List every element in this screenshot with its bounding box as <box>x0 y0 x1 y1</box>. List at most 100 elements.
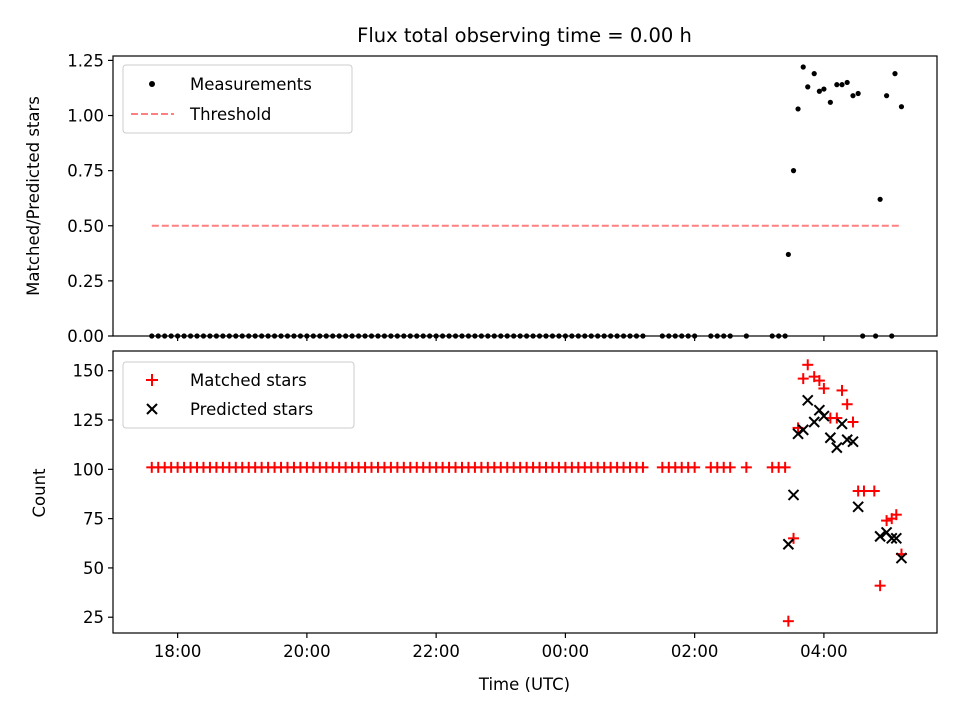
measurements-point-4 <box>805 84 811 90</box>
matched-stars-point-19 <box>890 509 902 521</box>
measurements-point-8 <box>827 99 833 105</box>
y-tick-label-1-5: 150 <box>73 362 105 381</box>
predicted-stars-point-10 <box>836 418 848 430</box>
chart-title: Flux total observing time = 0.00 h <box>357 24 692 47</box>
predicted-stars-point-14 <box>874 530 886 543</box>
predicted-stars-point-0 <box>782 538 795 550</box>
y-tick-label-0-1: 0.25 <box>67 272 104 291</box>
predicted-stars-point-12-b <box>847 436 859 448</box>
bottom-legend-box <box>122 361 355 429</box>
legend-predicted-marker <box>146 403 158 415</box>
predicted-stars-point-4 <box>802 394 814 407</box>
predicted-stars-point-16-b <box>886 532 898 545</box>
matched-stars-flat-point-82 <box>689 461 701 473</box>
predicted-stars-point-5-b <box>808 416 820 428</box>
x-axis-label: Time (UTC) <box>478 675 570 694</box>
measurements-point-16 <box>892 71 898 77</box>
bottom-panel-marks <box>146 359 908 627</box>
x-tick-label-2: 22:00 <box>412 642 460 661</box>
matched-stars-flat-point-90 <box>779 461 791 473</box>
predicted-stars-point-18-b <box>895 552 908 564</box>
predicted-stars-point-8 <box>824 432 837 444</box>
measurements-point-17 <box>898 104 905 110</box>
predicted-stars-point-7-b <box>818 410 830 422</box>
measurements-point-0 <box>785 251 791 258</box>
predicted-stars-point-15-b <box>880 526 893 539</box>
bottom-panel-y-ticks: 25 50 75 100 125 150 <box>73 362 113 627</box>
measurements-point-7 <box>821 86 827 92</box>
predicted-stars-point-14-b <box>874 530 886 543</box>
measurements-point-15 <box>883 93 890 99</box>
x-tick-label-0: 18:00 <box>154 642 202 661</box>
predicted-stars-series <box>782 394 908 564</box>
top-panel-x-ticks <box>177 336 825 341</box>
top-legend: Measurements Threshold <box>122 64 353 134</box>
predicted-stars-point-9-b <box>831 441 843 454</box>
legend-measurements-marker <box>149 81 155 87</box>
y-tick-label-1-2: 75 <box>83 510 104 529</box>
predicted-stars-point-0-b <box>782 538 795 550</box>
top-y-axis-label: Matched/Predicted stars <box>24 96 43 296</box>
x-tick-label-1: 20:00 <box>283 642 331 661</box>
bottom-panel: 25 50 75 100 125 150 18:00 20:00 22:00 00:00 02:0… <box>30 350 938 694</box>
legend-measurements-label: Measurements <box>190 75 312 94</box>
matched-stars-flat-point-87 <box>740 461 752 473</box>
matched-stars-point-0 <box>782 615 794 627</box>
y-tick-label-1-1: 50 <box>83 559 104 578</box>
x-tick-label-4: 02:00 <box>671 642 719 661</box>
predicted-stars-point-17 <box>890 532 902 545</box>
measurements-point-1 <box>790 168 797 174</box>
bottom-y-axis-label: Count <box>30 468 49 518</box>
matched-stars-point-15 <box>868 485 880 497</box>
measurements-point-6 <box>816 88 822 94</box>
matched-stars-point-16 <box>874 580 886 592</box>
matched-stars-point-9 <box>831 412 843 424</box>
predicted-stars-point-13-b <box>852 501 864 513</box>
predicted-stars-point-8-b <box>824 432 837 444</box>
y-tick-label-1-4: 125 <box>73 411 105 430</box>
legend-matched-label: Matched stars <box>190 371 307 390</box>
bottom-panel-frame <box>112 350 938 634</box>
legend-matched-marker <box>146 374 158 386</box>
x-tick-label-3: 00:00 <box>542 642 590 661</box>
top-panel-y-ticks: 0.00 0.25 0.50 0.75 1.00 1.25 <box>67 51 113 346</box>
matched-stars-point-1 <box>788 532 800 544</box>
predicted-stars-point-10-b <box>836 418 848 430</box>
measurements-point-9 <box>834 82 840 88</box>
y-tick-label-0-0: 0.00 <box>67 327 104 346</box>
bottom-legend: Matched stars Predicted stars <box>122 361 355 429</box>
x-tick-label-5: 04:00 <box>800 642 848 661</box>
y-tick-label-0-5: 1.25 <box>67 51 104 70</box>
predicted-stars-point-9 <box>831 441 843 454</box>
matched-stars-point-4 <box>802 359 814 371</box>
bottom-panel-x-ticks: 18:00 20:00 22:00 00:00 02:00 04:00 <box>154 633 848 661</box>
y-tick-label-0-4: 1.00 <box>67 107 104 126</box>
y-tick-label-0-2: 0.50 <box>67 217 104 236</box>
y-tick-label-1-0: 25 <box>83 608 104 627</box>
measurements-point-11 <box>844 79 850 86</box>
matched-stars-point-12 <box>847 416 859 428</box>
predicted-stars-point-6-b <box>813 404 826 416</box>
matched-stars-point-3 <box>797 373 809 385</box>
measurements-point-3 <box>800 64 806 70</box>
predicted-stars-point-16 <box>886 532 898 545</box>
predicted-stars-point-3 <box>797 424 809 436</box>
predicted-stars-point-1 <box>787 489 800 501</box>
top-panel-frame <box>112 55 938 337</box>
measurements-point-2 <box>795 106 801 112</box>
predicted-stars-point-18 <box>895 552 908 564</box>
measurements-point-10 <box>839 82 845 88</box>
predicted-stars-point-7 <box>818 410 830 422</box>
predicted-stars-point-11-b <box>841 434 853 446</box>
predicted-stars-point-3-b <box>797 424 809 436</box>
predicted-stars-point-17-b <box>890 532 902 545</box>
measurements-point-12 <box>850 93 856 99</box>
matched-stars-point-10 <box>836 384 848 396</box>
measurements-point-13 <box>855 90 861 97</box>
y-tick-label-1-3: 100 <box>73 460 105 479</box>
top-panel: 0.00 0.25 0.50 0.75 1.00 1.25 Matched/Predict… <box>24 51 938 346</box>
matched-stars-point-7 <box>818 382 830 394</box>
matched-stars-point-17 <box>881 515 893 527</box>
y-tick-label-0-3: 0.75 <box>67 162 104 181</box>
